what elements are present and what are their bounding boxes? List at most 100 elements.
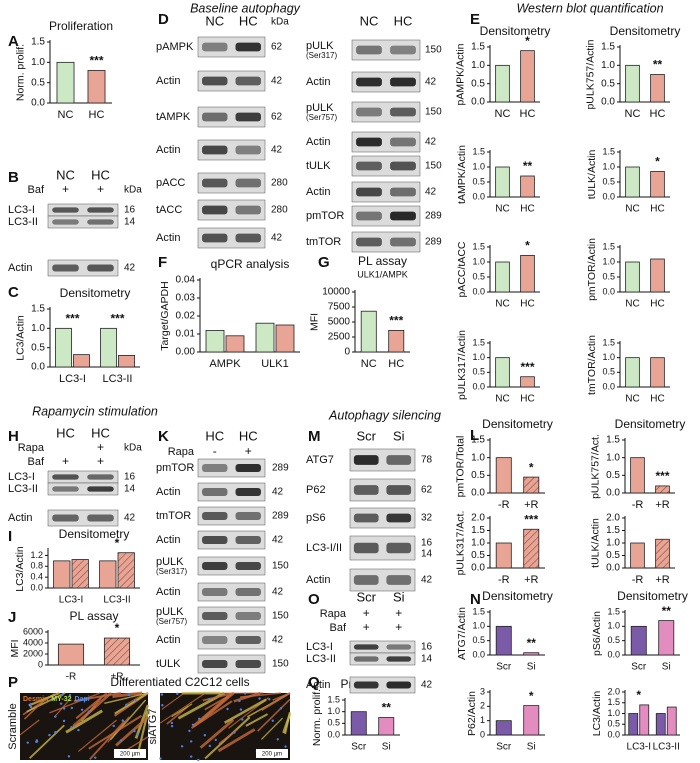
scale-label: 200 µm bbox=[120, 752, 140, 758]
kda-value: 150 bbox=[425, 45, 442, 56]
lane-label: NC bbox=[205, 13, 224, 28]
blot-strip bbox=[197, 458, 266, 478]
y-axis-label: tULK/Actin bbox=[586, 150, 598, 200]
blot-band bbox=[235, 488, 261, 496]
nucleus bbox=[70, 706, 74, 710]
x-tick-label: LC3-I bbox=[59, 595, 83, 606]
x-tick-label: -R bbox=[632, 499, 644, 511]
lane-label: NC bbox=[56, 167, 75, 182]
panel-letter: G bbox=[318, 254, 330, 271]
y-tick-label: 1.5 bbox=[31, 304, 45, 315]
significance: * bbox=[529, 689, 534, 703]
y-tick-label: 0.5 bbox=[472, 635, 485, 645]
bar bbox=[495, 64, 510, 103]
bar bbox=[87, 70, 106, 104]
x-tick-label: NC bbox=[361, 358, 377, 370]
row-label: Actin bbox=[306, 574, 330, 586]
nucleus bbox=[190, 755, 193, 758]
blot-band bbox=[202, 536, 228, 544]
nucleus bbox=[94, 756, 97, 759]
x-tick-label: NC bbox=[625, 394, 639, 405]
nucleus bbox=[62, 719, 66, 723]
nucleus bbox=[226, 707, 229, 711]
blot-band bbox=[386, 575, 412, 585]
stain-label: Dapi bbox=[75, 696, 90, 703]
x-tick-label: +R bbox=[655, 574, 669, 586]
blot-band bbox=[386, 513, 412, 523]
y-tick-label: 0.5 bbox=[602, 176, 615, 186]
nucleus bbox=[35, 739, 39, 742]
row-label: LC3-I/II bbox=[306, 542, 342, 554]
y-tick-label: 0.0 bbox=[606, 563, 620, 574]
bar bbox=[118, 354, 135, 368]
kda-value: 16 bbox=[124, 472, 136, 483]
bar bbox=[495, 261, 510, 293]
x-tick-label: HC bbox=[89, 109, 105, 121]
lane-label: HC bbox=[91, 167, 110, 182]
nucleus bbox=[208, 697, 211, 701]
kda-value: 14 bbox=[421, 549, 433, 560]
myotube bbox=[192, 694, 230, 728]
y-tick-label: 1 bbox=[480, 715, 485, 725]
section-header: Western blot quantification bbox=[516, 1, 663, 15]
row-label: Actin bbox=[306, 76, 330, 88]
chart-title: PL assay bbox=[358, 254, 407, 268]
chart-title: Densitometry bbox=[60, 286, 131, 300]
nucleus bbox=[233, 731, 236, 734]
panel-letter: L bbox=[470, 427, 479, 444]
blot-band bbox=[235, 178, 261, 188]
y-tick-label: 1.0 bbox=[472, 256, 485, 266]
blot-band bbox=[235, 233, 261, 243]
chart-title: qPCR analysis bbox=[211, 257, 290, 271]
y-tick-label: 0.5 bbox=[602, 271, 615, 281]
blot-strip bbox=[349, 478, 416, 502]
chart-title: Densitometry bbox=[480, 24, 551, 38]
y-tick-label: 1.0 bbox=[606, 538, 620, 549]
stain-label: Desmin bbox=[23, 696, 48, 703]
nucleus bbox=[197, 717, 201, 721]
panel-letter: J bbox=[8, 609, 16, 626]
y-tick-label: 0.0 bbox=[30, 582, 43, 592]
treatment-mark: - bbox=[213, 444, 217, 458]
panel-letter: A bbox=[8, 33, 19, 50]
y-tick-label: 0.5 bbox=[607, 719, 620, 729]
x-tick-label: NC bbox=[495, 204, 509, 215]
bar bbox=[520, 175, 535, 198]
x-tick-label: AMPK bbox=[209, 358, 241, 370]
bar bbox=[630, 457, 645, 494]
bar bbox=[495, 720, 512, 736]
x-tick-label: +R bbox=[524, 499, 538, 511]
kda-value: 62 bbox=[271, 42, 283, 53]
y-tick-label: 0.5 bbox=[471, 550, 485, 561]
y-tick-label: 0.00 bbox=[176, 347, 196, 358]
image-title: Differentiated C2C12 cells bbox=[110, 675, 249, 689]
kda-value: 42 bbox=[124, 263, 136, 274]
significance: ** bbox=[653, 58, 663, 72]
row-label: P62 bbox=[306, 484, 326, 496]
kda-value: 42 bbox=[272, 635, 284, 646]
blot-strip bbox=[197, 36, 266, 58]
panel-letter: Q bbox=[308, 674, 320, 691]
blot-strip bbox=[351, 131, 421, 153]
nucleus bbox=[203, 734, 207, 737]
myotube bbox=[104, 692, 149, 705]
blot-strip bbox=[349, 652, 416, 666]
nucleus bbox=[134, 698, 137, 702]
bar bbox=[205, 329, 225, 353]
kda-value: 150 bbox=[425, 161, 442, 172]
y-tick-label: 0.5 bbox=[606, 470, 620, 481]
y-axis-label: pAMPK/Actin bbox=[454, 43, 466, 105]
nucleus bbox=[197, 758, 200, 762]
y-tick-label: 2.0 bbox=[471, 513, 485, 524]
kda-value: 42 bbox=[271, 233, 283, 244]
row-label: Actin bbox=[156, 486, 180, 498]
blot-band bbox=[386, 542, 412, 554]
treatment-mark: + bbox=[363, 606, 370, 620]
x-tick-label: -R bbox=[66, 672, 77, 683]
row-label: tACC bbox=[156, 204, 182, 216]
myotube bbox=[161, 693, 184, 710]
blot-band bbox=[202, 205, 228, 215]
kda-value: 150 bbox=[272, 611, 289, 622]
y-axis-label: Target/GAPDH bbox=[159, 281, 171, 350]
x-tick-label: Si bbox=[382, 742, 391, 753]
